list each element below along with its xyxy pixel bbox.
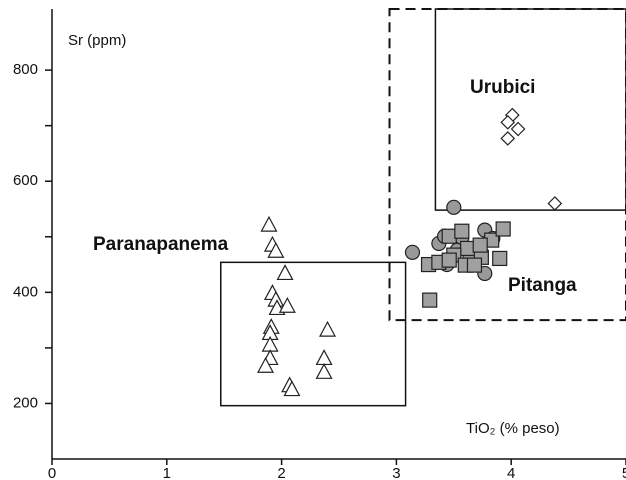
point [315,349,333,366]
region-box [220,261,407,407]
point [454,223,470,239]
x-axis-label: TiO₂ (% peso) [466,420,560,437]
x-tick-label: 5 [622,465,626,480]
y-tick-label: 200 [13,394,38,411]
y-tick-label: 600 [13,172,38,189]
x-tick-label: 1 [163,465,171,480]
point [276,264,294,281]
point [459,240,476,257]
point [472,237,488,253]
x-tick-label: 4 [507,465,515,480]
point [495,221,511,237]
point [315,363,333,379]
x-tick-label: 3 [392,465,400,480]
point [441,252,457,268]
point [492,250,508,267]
y-axis-label: Sr (ppm) [68,32,126,49]
point [441,228,457,244]
region-label: Pitanga [508,275,577,296]
point [500,131,516,146]
y-tick-label: 400 [13,283,38,300]
region-box [388,8,626,322]
point [260,215,278,232]
y-tick-label: 800 [13,61,38,78]
x-tick-label: 0 [48,465,56,480]
point [547,196,563,211]
region-label: Urubici [470,77,535,98]
region-label: Paranapanema [93,234,229,255]
region-box [434,8,626,211]
x-tick-label: 2 [277,465,285,480]
plot-area [220,8,626,407]
point [319,320,337,337]
point [257,356,275,373]
point [422,292,438,308]
point [466,257,483,273]
point [404,244,421,260]
point [500,114,516,130]
point [510,121,526,137]
point [278,296,296,313]
point [283,380,301,397]
point [267,241,285,258]
point [446,199,462,215]
